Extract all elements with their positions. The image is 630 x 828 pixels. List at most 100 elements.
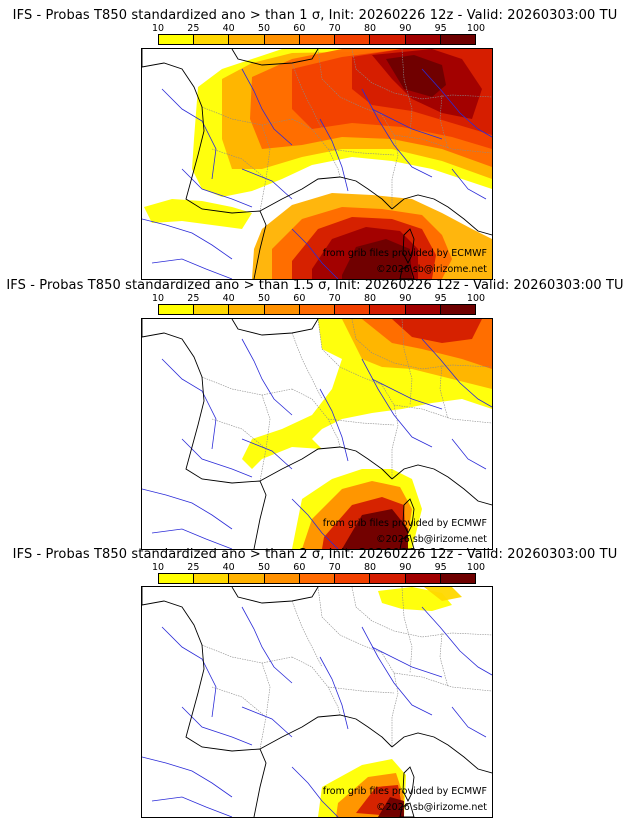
scale-tick-label: 95: [434, 562, 447, 573]
scale-tick-label: 40: [222, 293, 235, 304]
panel-title: IFS - Probas T850 standardized ano > tha…: [12, 8, 618, 23]
region-border: [351, 319, 492, 370]
river-line: [451, 706, 487, 738]
river-line: [161, 88, 217, 180]
probability-area: [378, 797, 404, 817]
scale-tick-label: 10: [151, 23, 165, 34]
region-border: [211, 148, 267, 180]
scale-swatch: [370, 574, 406, 583]
copyright-credit: ©2026 sb@irizome.net: [376, 264, 487, 275]
scale-swatch: [405, 574, 441, 583]
probability-area: [392, 319, 482, 343]
scale-swatch: [405, 35, 441, 44]
scale-swatch: [440, 35, 475, 44]
region-border: [393, 672, 492, 692]
scale-swatch: [159, 305, 195, 314]
scale-tick-label: 25: [187, 23, 200, 34]
river-line: [241, 438, 293, 470]
region-border: [401, 319, 413, 406]
coastline: [259, 446, 393, 482]
river-line: [151, 528, 233, 549]
river-line: [241, 606, 293, 684]
coastline: [259, 176, 393, 212]
river-line: [181, 706, 253, 746]
coastline: [259, 714, 393, 750]
river-line: [451, 438, 487, 470]
coastline: [391, 732, 492, 774]
river-line: [142, 218, 233, 260]
scale-tick-label: 70: [328, 23, 341, 34]
scale-tick-label: 90: [399, 293, 412, 304]
river-line: [371, 378, 443, 410]
region-border: [291, 600, 323, 668]
coastline: [231, 49, 319, 66]
island-outline: [402, 766, 415, 803]
region-border: [259, 394, 271, 482]
scale-swatch: [264, 35, 300, 44]
source-credit: from grib files provided by ECMWF: [322, 248, 487, 259]
scale-tick-label: 100: [466, 23, 486, 34]
river-line: [319, 388, 349, 462]
region-border: [351, 587, 492, 638]
river-line: [319, 118, 349, 192]
river-line: [421, 606, 492, 676]
scale-swatch: [264, 305, 300, 314]
scale-swatch: [194, 305, 230, 314]
river-line: [241, 68, 293, 146]
color-scale-labels: 10 25 40 50 60 70 80 90 95 100: [146, 562, 491, 574]
region-border: [401, 49, 413, 136]
river-line: [291, 498, 339, 549]
panel-1: IFS - Probas T850 standardized ano > tha…: [0, 8, 630, 280]
panel-title: IFS - Probas T850 standardized ano > tha…: [12, 547, 618, 562]
river-line: [241, 706, 293, 738]
color-scale-bar: [158, 34, 476, 45]
region-border: [291, 332, 323, 400]
river-line: [181, 168, 253, 208]
scale-tick-label: 50: [257, 293, 271, 304]
scale-swatch: [405, 305, 441, 314]
copyright-credit: ©2026 sb@irizome.net: [376, 534, 487, 545]
region-border: [291, 656, 341, 716]
scale-tick-label: 70: [328, 293, 341, 304]
river-line: [291, 766, 339, 817]
scale-tick-label: 90: [399, 23, 412, 34]
map-canvas: [142, 49, 492, 279]
probability-area: [424, 587, 462, 601]
region-border: [439, 364, 449, 420]
island-outline: [399, 264, 415, 279]
probability-area: [342, 239, 412, 279]
region-border: [393, 404, 492, 424]
region-border: [327, 148, 395, 156]
island-outline: [399, 802, 415, 817]
scale-tick-label: 60: [293, 293, 306, 304]
river-line: [421, 338, 492, 408]
coastline: [142, 319, 267, 549]
scale-tick-label: 95: [434, 293, 447, 304]
scale-swatch: [370, 35, 406, 44]
scale-swatch: [299, 35, 336, 44]
probability-map: from grib files provided by ECMWF ©2026 …: [141, 318, 493, 550]
river-line: [319, 656, 349, 730]
scale-swatch: [229, 305, 265, 314]
scale-swatch: [335, 35, 371, 44]
probability-area: [144, 199, 252, 229]
panel-title: IFS - Probas T850 standardized ano > tha…: [6, 278, 624, 293]
region-border: [211, 686, 267, 718]
scale-tick-label: 60: [293, 562, 306, 573]
region-border: [317, 49, 399, 209]
region-border: [327, 686, 395, 694]
color-scale-bar: [158, 304, 476, 315]
river-line: [291, 228, 339, 279]
coastline: [391, 464, 492, 506]
probability-map: from grib files provided by ECMWF ©2026 …: [141, 48, 493, 280]
scale-tick-label: 95: [434, 23, 447, 34]
scale-swatch: [229, 574, 265, 583]
scale-tick-label: 40: [222, 23, 235, 34]
region-border: [351, 49, 492, 100]
scale-tick-label: 80: [363, 293, 377, 304]
island-outline: [402, 228, 415, 265]
color-scale-labels: 10 25 40 50 60 70 80 90 95 100: [146, 293, 491, 305]
region-border: [439, 632, 449, 688]
region-border: [401, 587, 413, 674]
source-credit: from grib files provided by ECMWF: [322, 786, 487, 797]
